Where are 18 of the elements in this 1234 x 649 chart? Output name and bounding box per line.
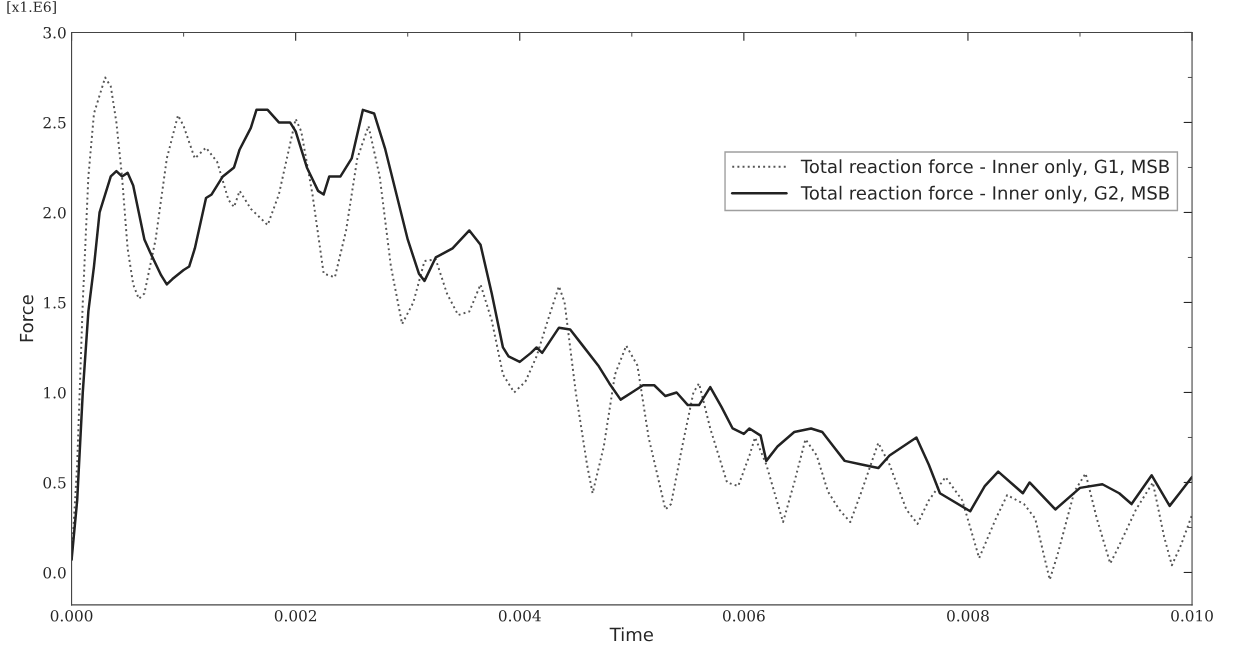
x-tick-label: 0.010 [1171,610,1213,622]
x-tick-label: 0.004 [498,610,541,622]
x-tick-label: 0.006 [722,610,765,622]
y-tick-label: 2.5 [43,116,66,129]
y-axis-title: Force [19,295,34,342]
y-tick-label: 1.0 [44,386,66,399]
y-tick-label: 3.0 [43,26,66,39]
y-tick-label: 1.5 [44,296,66,309]
x-tick-label: 0.000 [50,610,93,622]
y-tick-label: 2.0 [43,206,66,219]
y-tick-label: 0.5 [43,476,66,489]
y-tick-label: 0.0 [43,566,66,579]
x-tick-label: 0.008 [947,610,989,622]
x-axis-title: Time [609,627,653,642]
x-tick-label: 0.002 [274,610,317,622]
legend-label: Total reaction force - Inner only, G2, MSB [800,185,1169,204]
text: [x1.E6] [7,1,56,14]
legend-label: Total reaction force - Inner only, G1, MSB [800,159,1169,177]
